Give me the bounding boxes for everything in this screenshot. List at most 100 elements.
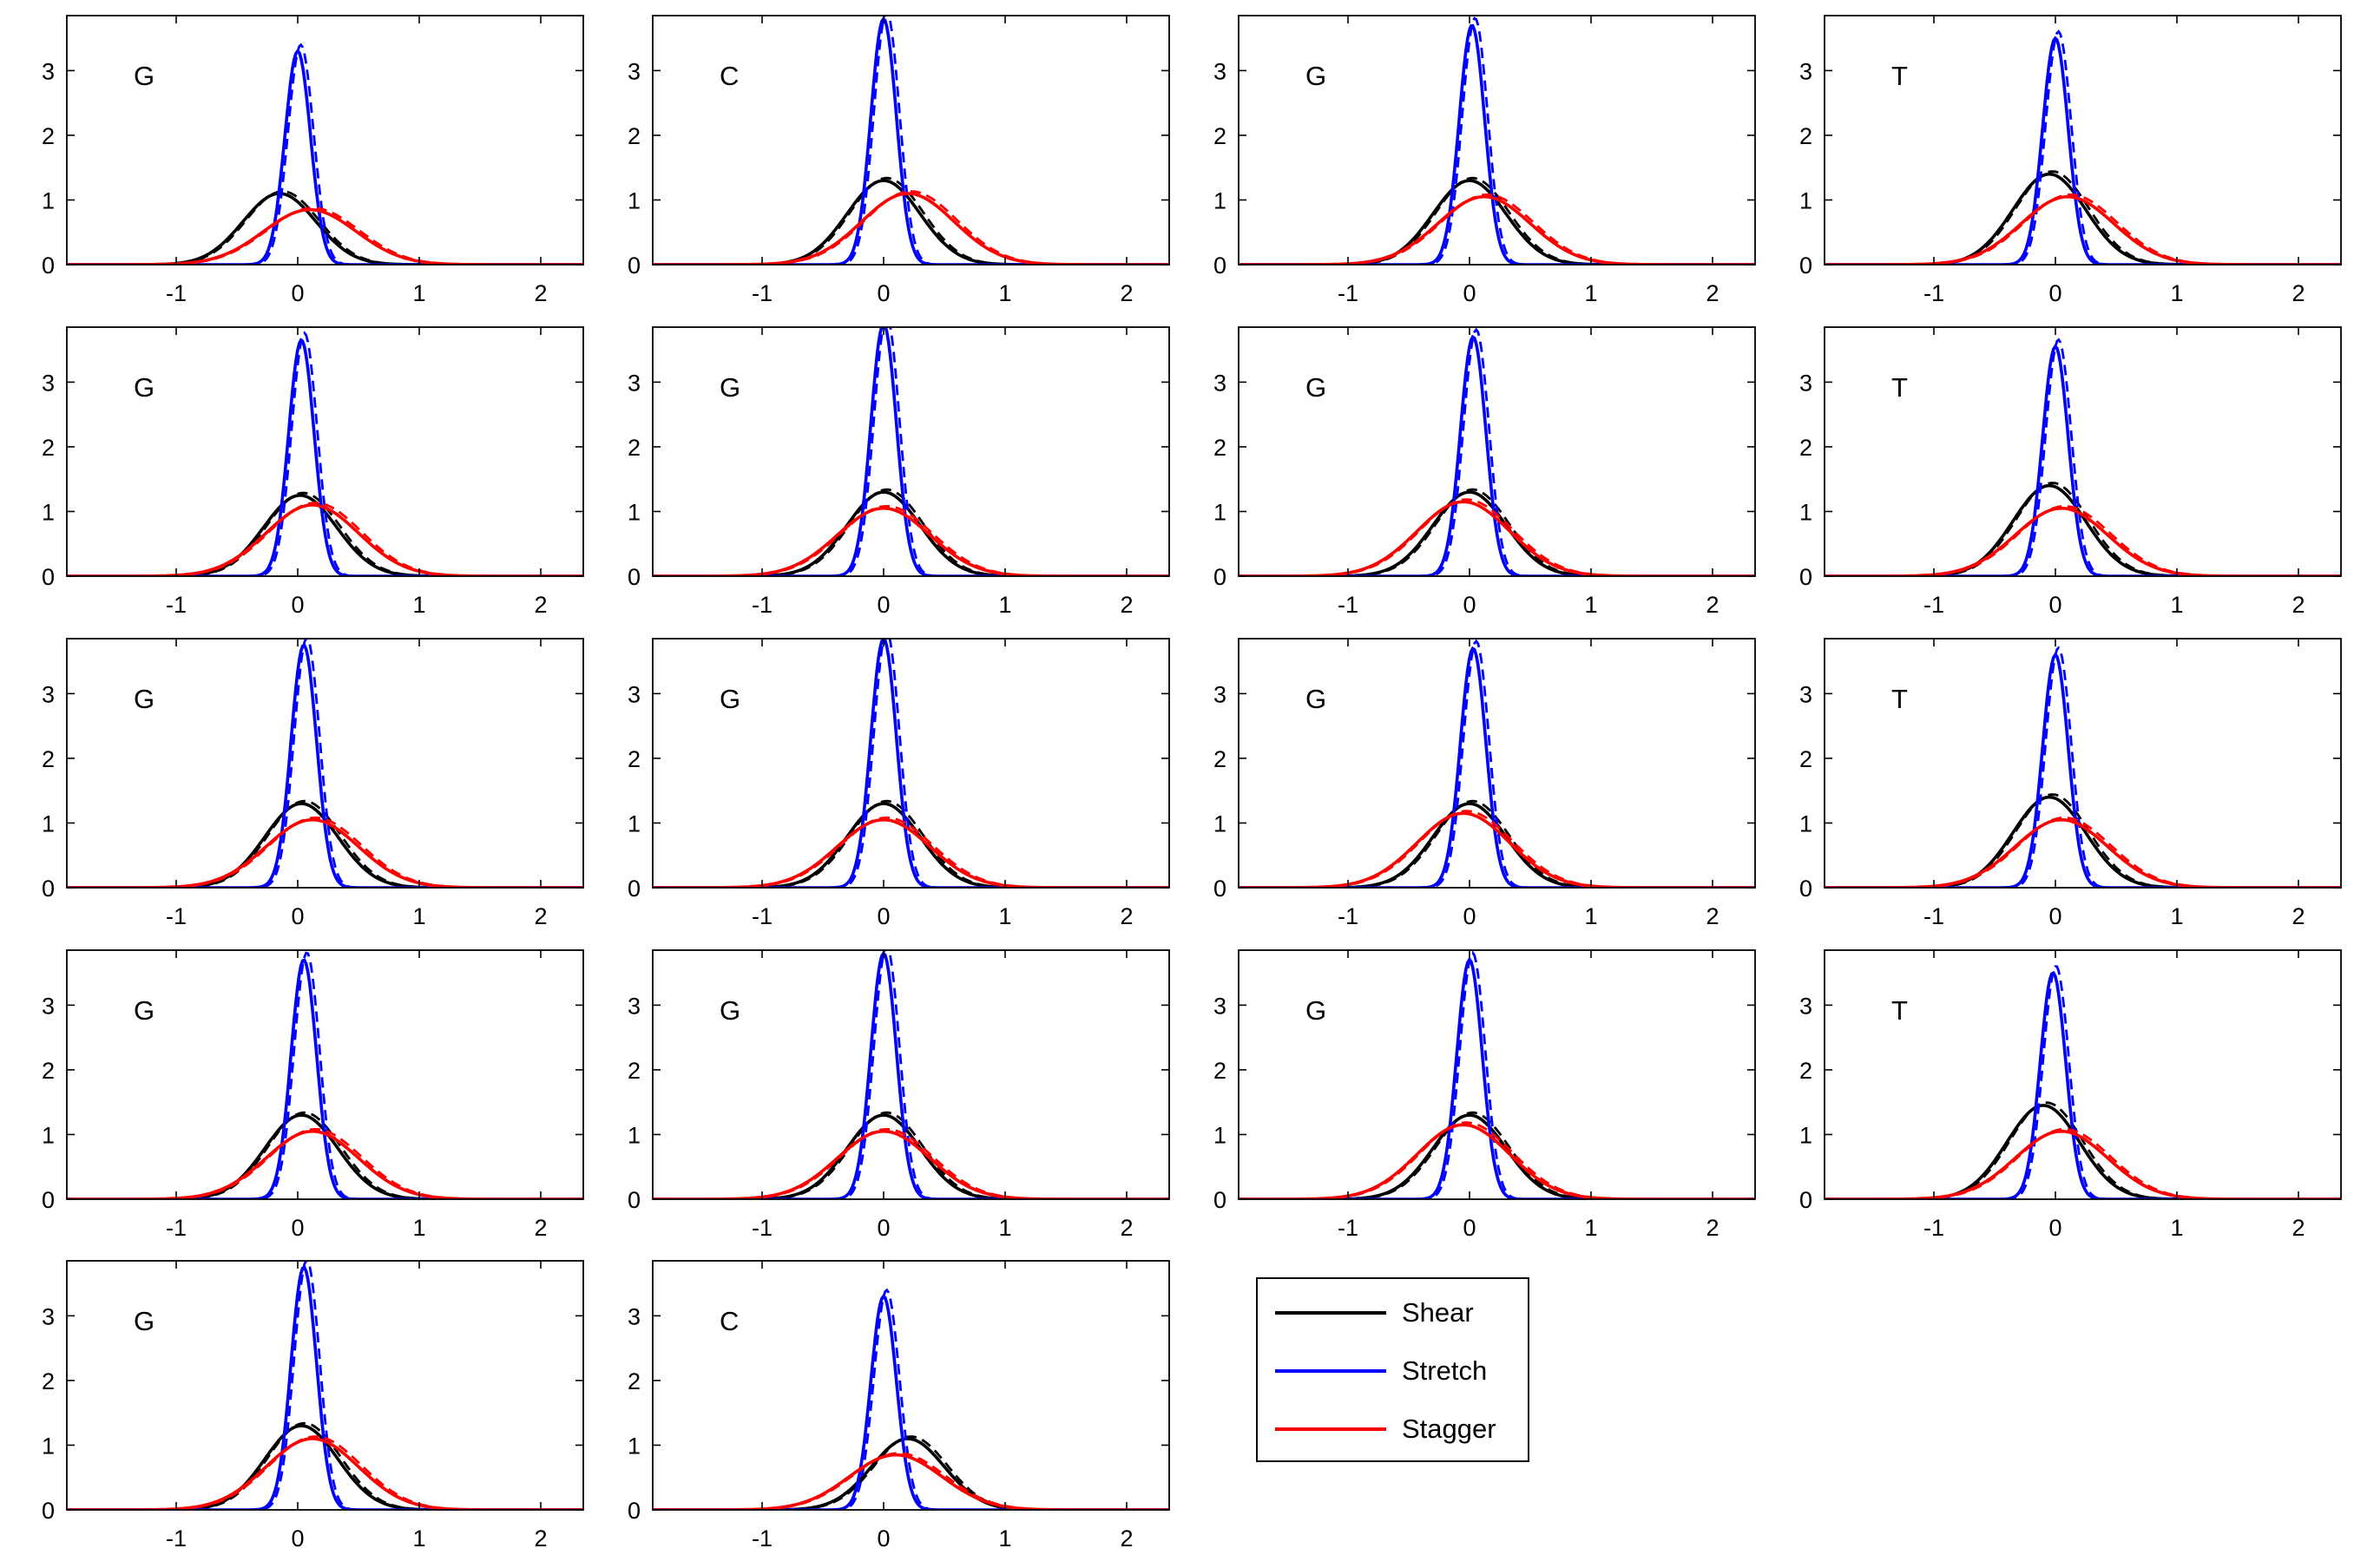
panel-label: T bbox=[1891, 995, 1908, 1026]
x-tick-label: 2 bbox=[1120, 280, 1133, 306]
series-shear-dashed-line bbox=[67, 799, 583, 888]
panel-axes-box bbox=[1824, 949, 2342, 1200]
series-stretch-dashed-line bbox=[67, 951, 583, 1199]
x-tick-label: 2 bbox=[534, 903, 547, 929]
panel-7-curves bbox=[1239, 327, 1755, 576]
x-tick-label: -1 bbox=[166, 1525, 187, 1552]
y-tick-label: 1 bbox=[42, 810, 55, 836]
x-tick-label: -1 bbox=[752, 1215, 773, 1241]
panel-18: -1 0 1 2 0 1 2 3 C bbox=[628, 1260, 1170, 1552]
legend-swatch-stretch bbox=[1275, 1369, 1386, 1373]
panel-8: -1 0 1 2 0 1 2 3 T bbox=[1799, 326, 2342, 618]
series-shear-line bbox=[653, 490, 1169, 576]
y-tick-label: 0 bbox=[628, 1498, 641, 1524]
x-tick-label: 1 bbox=[412, 280, 425, 306]
series-stretch-dashed-line bbox=[1239, 639, 1755, 888]
y-tick-label: 2 bbox=[628, 123, 641, 149]
y-tick-label: 1 bbox=[1213, 499, 1226, 525]
series-stretch-line bbox=[653, 16, 1169, 265]
y-tick-label: 3 bbox=[1799, 681, 1812, 707]
y-tick-label: 3 bbox=[628, 681, 641, 707]
series-stagger-dashed-line bbox=[653, 505, 1169, 576]
series-stretch-line bbox=[67, 958, 583, 1199]
panel-label: T bbox=[1891, 372, 1908, 403]
x-tick-label: -1 bbox=[166, 592, 187, 618]
x-tick-label: 1 bbox=[1584, 592, 1597, 618]
y-tick-label: 1 bbox=[1799, 499, 1812, 525]
series-stretch-line bbox=[1825, 970, 2341, 1199]
x-tick-label: 2 bbox=[2292, 1215, 2305, 1241]
panel-13-curves bbox=[67, 951, 583, 1199]
series-stagger-dashed-line bbox=[653, 1128, 1169, 1199]
y-tick-label: 3 bbox=[1799, 993, 1812, 1019]
panel-axes-box bbox=[652, 1260, 1170, 1511]
y-tick-label: 2 bbox=[628, 746, 641, 772]
x-tick-label: 1 bbox=[1584, 903, 1597, 929]
panel-axes-box bbox=[66, 949, 584, 1200]
x-tick-label: 1 bbox=[998, 1215, 1011, 1241]
x-tick-label: 2 bbox=[1706, 1215, 1719, 1241]
y-tick-label: 2 bbox=[42, 123, 55, 149]
y-tick-label: 3 bbox=[628, 1303, 641, 1329]
x-tick-label: 0 bbox=[877, 1215, 890, 1241]
panel-label: T bbox=[1891, 61, 1908, 91]
x-tick-label: -1 bbox=[1338, 592, 1358, 618]
panel-17-curves bbox=[67, 1261, 583, 1510]
x-tick-label: 2 bbox=[1706, 592, 1719, 618]
series-stagger-dashed-line bbox=[653, 1452, 1169, 1510]
panel-label: C bbox=[720, 1306, 739, 1336]
panel-16: -1 0 1 2 0 1 2 3 T bbox=[1799, 949, 2342, 1241]
series-stretch-line bbox=[67, 338, 583, 576]
panel-15-curves bbox=[1239, 950, 1755, 1199]
x-tick-label: -1 bbox=[166, 280, 187, 306]
y-tick-label: 2 bbox=[1213, 1058, 1226, 1084]
panel-9-curves bbox=[67, 639, 583, 888]
series-stretch-line bbox=[1825, 344, 2341, 576]
panel-axes-box bbox=[66, 1260, 584, 1511]
x-tick-label: 1 bbox=[1584, 1215, 1597, 1241]
x-tick-label: 2 bbox=[1120, 903, 1133, 929]
x-tick-label: 0 bbox=[1463, 280, 1476, 306]
panel-label: G bbox=[134, 372, 155, 403]
series-stretch-line bbox=[653, 327, 1169, 576]
y-tick-label: 2 bbox=[628, 1368, 641, 1394]
y-tick-label: 1 bbox=[42, 1122, 55, 1148]
panel-label: G bbox=[1305, 684, 1326, 714]
panel-axes-box bbox=[652, 949, 1170, 1200]
series-stagger-line bbox=[653, 506, 1169, 576]
y-tick-label: 0 bbox=[1799, 1187, 1812, 1213]
y-tick-label: 1 bbox=[42, 187, 55, 213]
x-tick-label: 1 bbox=[998, 903, 1011, 929]
series-shear-dashed-line bbox=[1825, 170, 2341, 265]
y-tick-label: 0 bbox=[1799, 876, 1812, 902]
y-tick-label: 0 bbox=[42, 253, 55, 279]
series-stretch-line bbox=[1239, 23, 1755, 265]
series-shear-dashed-line bbox=[67, 1421, 583, 1510]
panel-11: -1 0 1 2 0 1 2 3 G bbox=[1213, 638, 1756, 929]
series-shear-line bbox=[653, 1437, 1169, 1510]
x-tick-label: 2 bbox=[2292, 280, 2305, 306]
y-tick-label: 1 bbox=[1213, 1122, 1226, 1148]
panel-5-curves bbox=[67, 331, 583, 576]
series-shear-dashed-line bbox=[67, 190, 583, 265]
x-tick-label: -1 bbox=[752, 592, 773, 618]
series-shear-dashed-line bbox=[67, 1111, 583, 1199]
y-tick-label: 1 bbox=[1799, 1122, 1812, 1148]
panel-axes-box bbox=[1238, 326, 1756, 577]
series-stretch-dashed-line bbox=[653, 16, 1169, 265]
x-tick-label: -1 bbox=[1923, 280, 1944, 306]
x-tick-label: 1 bbox=[998, 280, 1011, 306]
y-tick-label: 0 bbox=[628, 564, 641, 590]
panel-axes-box bbox=[66, 638, 584, 889]
y-tick-label: 1 bbox=[628, 810, 641, 836]
y-tick-label: 2 bbox=[628, 435, 641, 461]
panel-3: -1 0 1 2 0 1 2 3 G bbox=[1213, 15, 1756, 306]
y-tick-label: 3 bbox=[1799, 370, 1812, 396]
x-tick-label: 0 bbox=[2048, 280, 2061, 306]
x-tick-label: 2 bbox=[2292, 903, 2305, 929]
series-shear-dashed-line bbox=[1239, 176, 1755, 265]
y-tick-label: 1 bbox=[628, 499, 641, 525]
x-tick-label: -1 bbox=[1338, 1215, 1358, 1241]
y-tick-label: 3 bbox=[628, 993, 641, 1019]
panel-10: -1 0 1 2 0 1 2 3 G bbox=[628, 638, 1170, 929]
